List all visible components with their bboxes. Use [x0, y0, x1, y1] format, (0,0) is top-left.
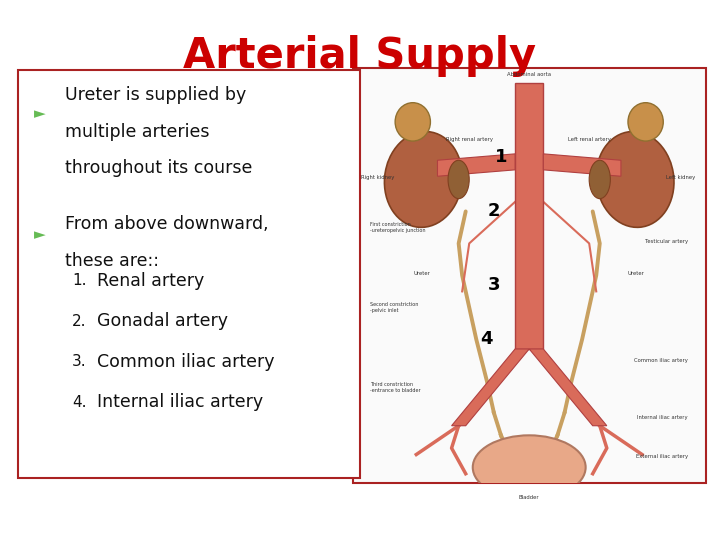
Ellipse shape: [628, 103, 663, 141]
Ellipse shape: [448, 160, 469, 199]
Text: Arterial Supply: Arterial Supply: [184, 35, 536, 77]
Text: Left renal artery: Left renal artery: [568, 137, 611, 142]
Polygon shape: [438, 154, 515, 176]
Text: 1.: 1.: [72, 273, 86, 288]
Text: 2: 2: [487, 202, 500, 220]
Text: Common iliac artery: Common iliac artery: [97, 353, 275, 371]
Text: 4: 4: [481, 330, 493, 348]
Text: ►: ►: [34, 106, 45, 121]
Text: Second constriction
-pelvic inlet: Second constriction -pelvic inlet: [371, 302, 419, 313]
Text: Right renal artery: Right renal artery: [446, 137, 492, 142]
Text: 4.: 4.: [72, 395, 86, 410]
Text: Abdominal aorta: Abdominal aorta: [507, 72, 552, 77]
Ellipse shape: [589, 160, 611, 199]
Text: Ureter: Ureter: [628, 272, 645, 276]
Text: Gonadal artery: Gonadal artery: [97, 312, 228, 330]
Text: Third constriction
-entrance to bladder: Third constriction -entrance to bladder: [371, 382, 421, 393]
Text: Right kidney: Right kidney: [361, 176, 394, 180]
Text: Ureter is supplied by: Ureter is supplied by: [65, 86, 246, 104]
Text: Renal artery: Renal artery: [97, 272, 204, 290]
Text: Internal iliac artery: Internal iliac artery: [637, 415, 688, 420]
Text: 1: 1: [495, 148, 507, 166]
Text: First constriction
-ureteropelvic junction: First constriction -ureteropelvic juncti…: [371, 222, 426, 233]
Bar: [18, 70, 360, 478]
Ellipse shape: [395, 103, 431, 141]
Polygon shape: [544, 154, 621, 176]
Text: Bladder: Bladder: [519, 495, 539, 500]
Text: Ureter: Ureter: [413, 272, 431, 276]
Bar: [353, 68, 706, 483]
Text: Internal iliac artery: Internal iliac artery: [97, 393, 264, 411]
Text: Common iliac artery: Common iliac artery: [634, 358, 688, 363]
Text: these are::: these are::: [65, 252, 159, 269]
Polygon shape: [451, 349, 529, 426]
Text: 3: 3: [487, 276, 500, 294]
Ellipse shape: [596, 132, 674, 227]
Polygon shape: [529, 349, 607, 426]
Ellipse shape: [473, 435, 585, 500]
Text: Testicular artery: Testicular artery: [645, 239, 688, 245]
Text: 3.: 3.: [72, 354, 86, 369]
Text: External iliac artery: External iliac artery: [636, 454, 688, 458]
Text: ►: ►: [34, 227, 45, 242]
Polygon shape: [515, 84, 544, 349]
Ellipse shape: [384, 132, 462, 227]
Text: Left kidney: Left kidney: [666, 176, 696, 180]
Text: multiple arteries: multiple arteries: [65, 123, 210, 141]
Text: From above downward,: From above downward,: [65, 215, 269, 233]
Text: 2.: 2.: [72, 314, 86, 329]
Text: throughout its course: throughout its course: [65, 159, 252, 178]
